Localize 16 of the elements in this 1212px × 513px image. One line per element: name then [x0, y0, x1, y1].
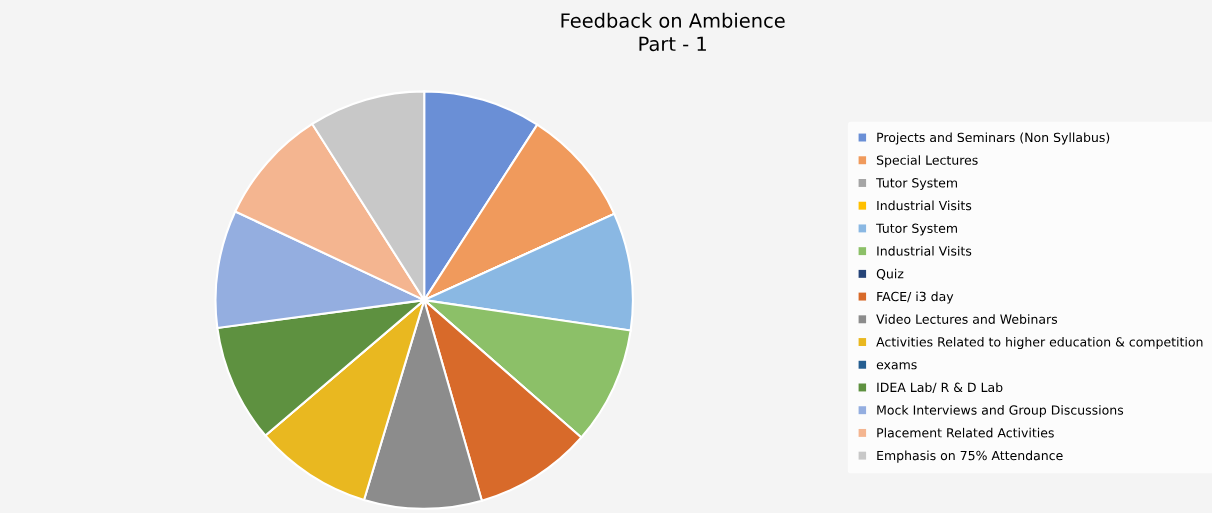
legend-label: Activities Related to higher education & competition — [876, 336, 1203, 350]
legend-label: IDEA Lab/ R & D Lab — [877, 382, 1003, 394]
legend-label: FACE/ i3 day — [877, 291, 954, 304]
legend-label: Mock Interviews and Group Discussions — [877, 405, 1124, 418]
legend-label: Tutor System — [876, 223, 957, 236]
chart-title: Feedback on Ambience Part - 1 — [561, 12, 785, 52]
legend-label: Tutor System — [876, 178, 957, 190]
legend-label: Industrial Visits — [877, 246, 972, 256]
legend-label: Emphasis on 75% Attendance — [877, 450, 1063, 463]
legend-label: Industrial Visits — [877, 200, 972, 211]
legend-label: exams — [876, 362, 917, 370]
legend-label: Quiz — [876, 268, 904, 280]
legend-label: Special Lectures — [876, 155, 978, 168]
legend-label: Video Lectures and Webinars — [876, 314, 1058, 324]
legend-label: Projects and Seminars (Non Syllabus) — [877, 132, 1110, 145]
legend-label: Placement Related Activities — [877, 427, 1054, 438]
